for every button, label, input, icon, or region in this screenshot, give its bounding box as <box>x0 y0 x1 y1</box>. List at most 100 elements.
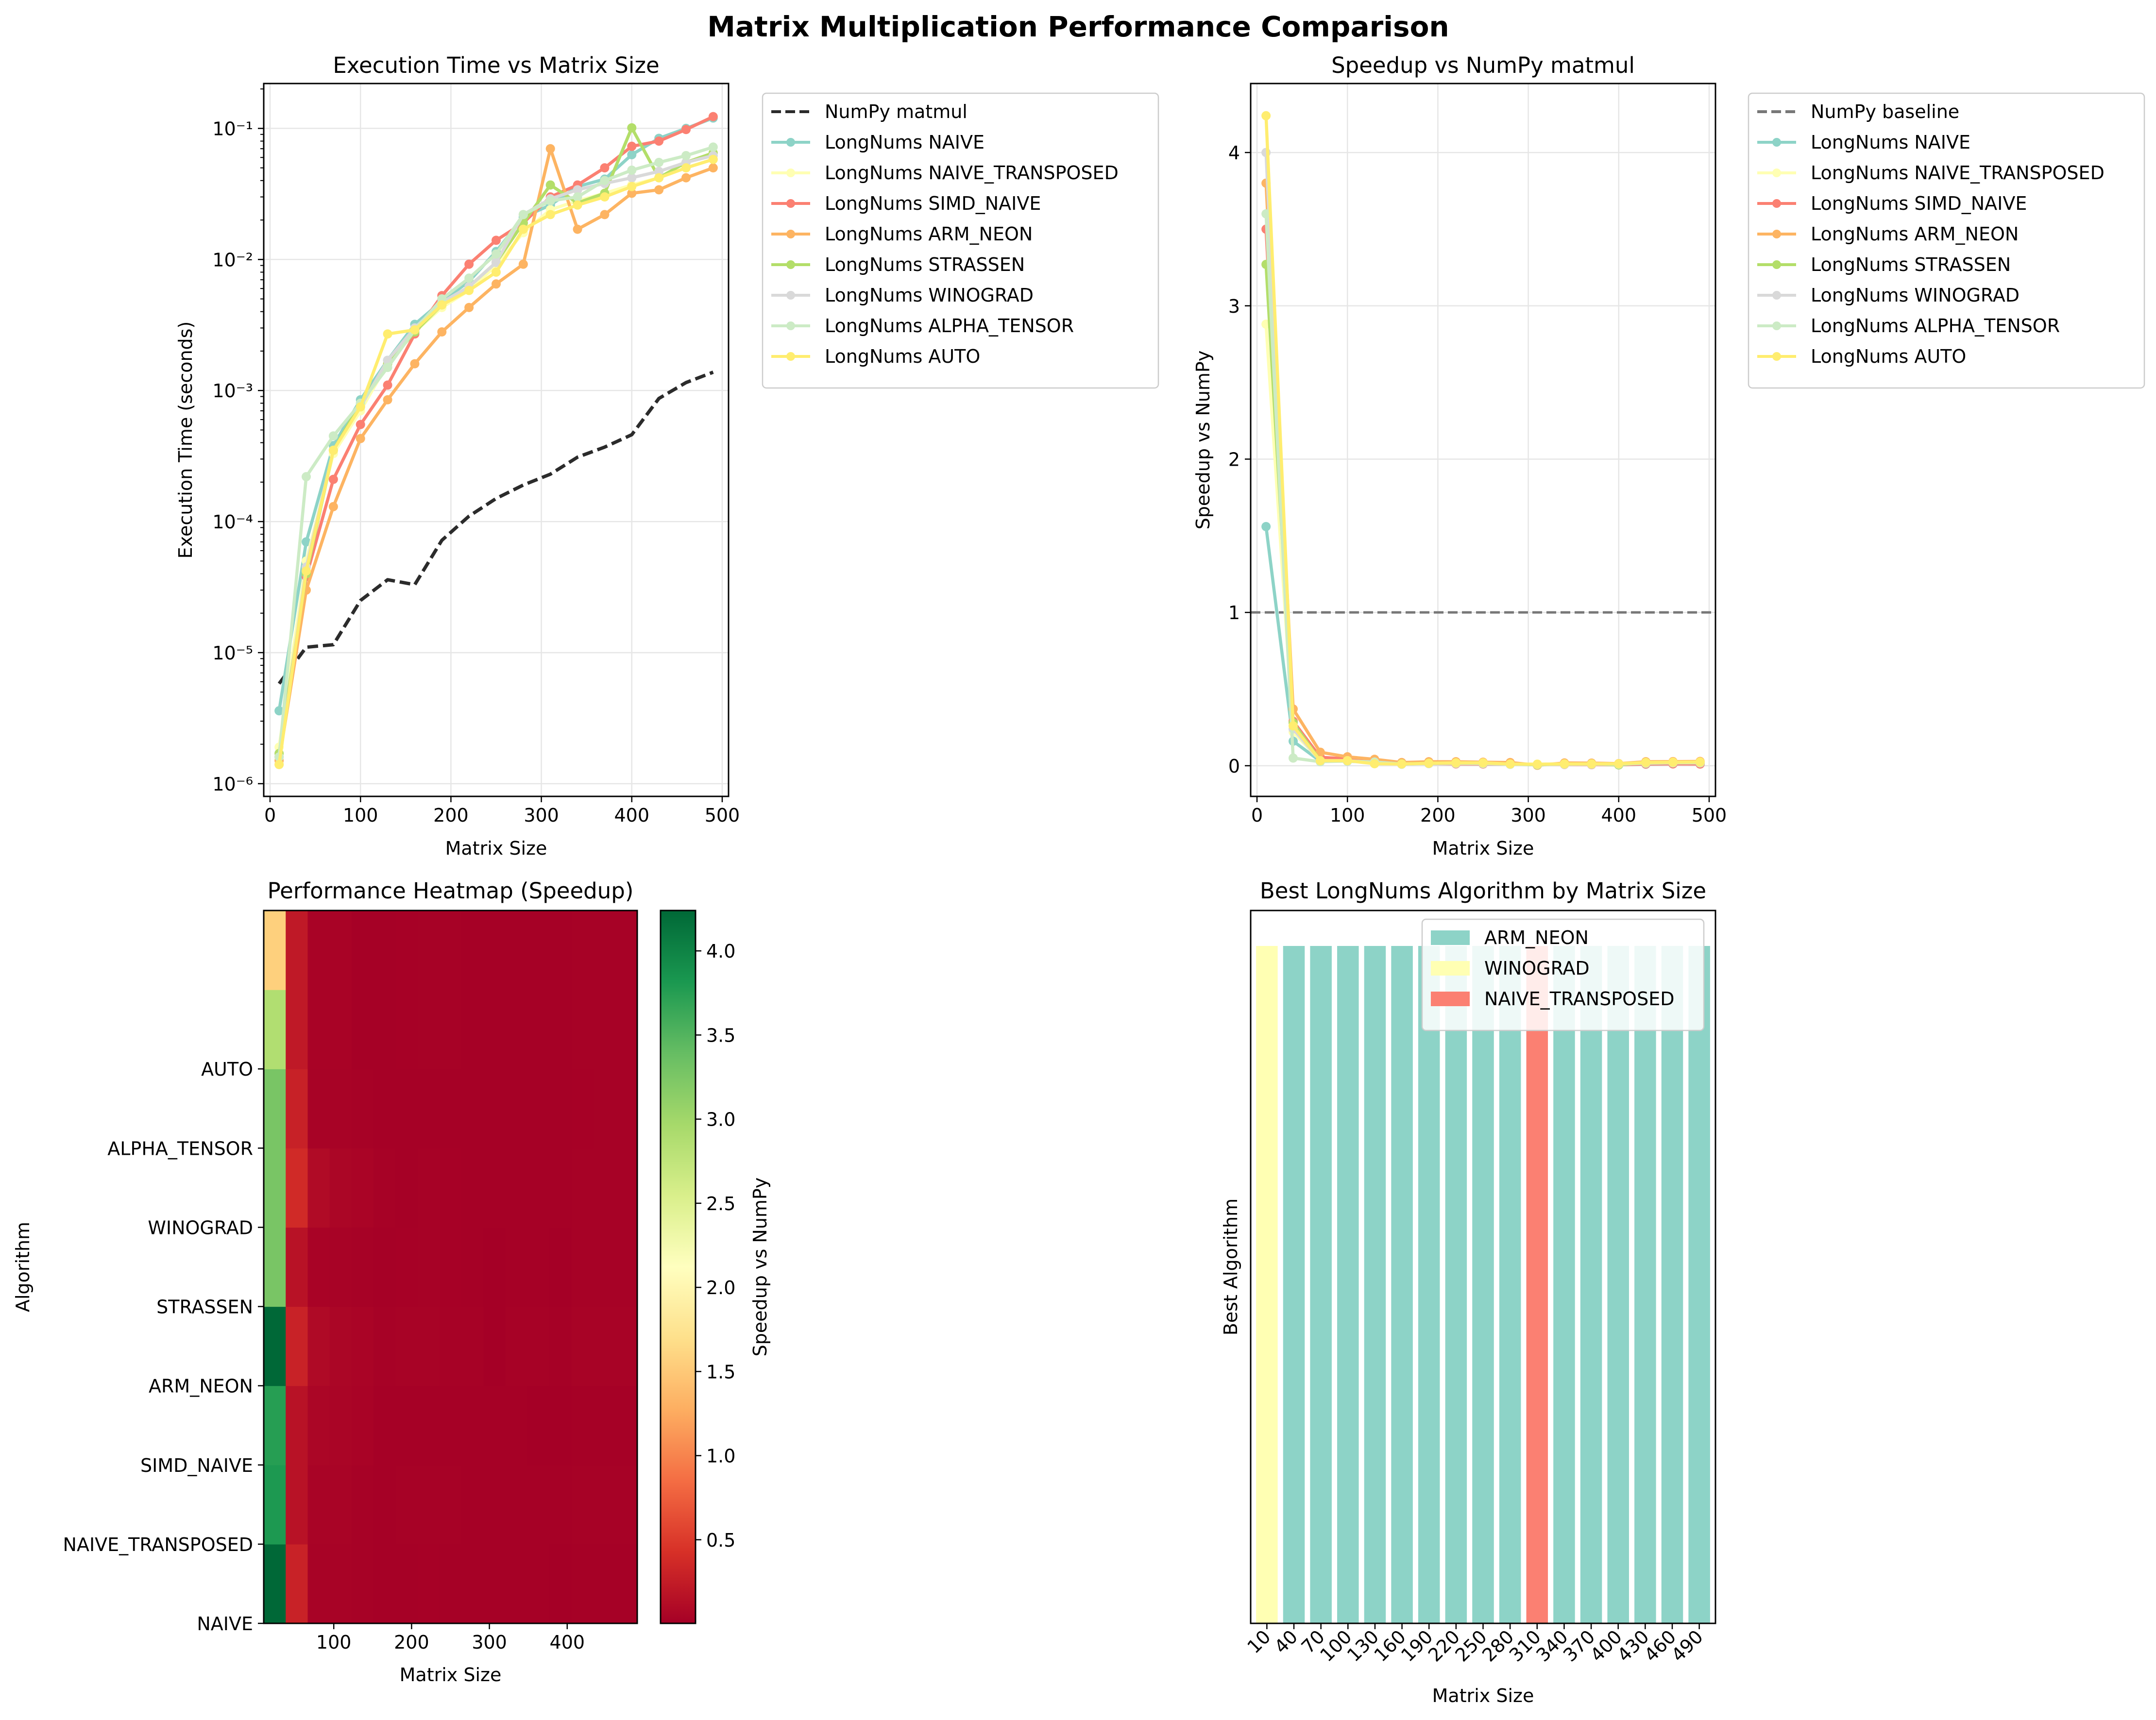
p1-data-point <box>410 325 420 335</box>
p3-heatmap-cell <box>351 1069 374 1148</box>
p1-xtick-label: 100 <box>343 805 378 826</box>
p2-legend-label: LongNums NAIVE <box>1811 132 1970 153</box>
p1-data-point <box>681 173 691 183</box>
p3-heatmap-cell <box>307 990 330 1069</box>
p3-heatmap-cell <box>307 1544 330 1624</box>
p2-data-point <box>1668 758 1678 767</box>
p2-ylabel: Speedup vs NumPy <box>1192 351 1214 530</box>
p3-heatmap-cell <box>373 911 396 990</box>
p3-heatmap-cell <box>483 1069 506 1148</box>
p2-data-point <box>1478 758 1488 768</box>
p1-data-point <box>573 185 582 195</box>
p1-legend-box <box>762 92 1159 389</box>
p2-legend-marker <box>1772 260 1781 269</box>
execution-time-chart: 0 100 200 300 400 500 10⁻⁶ 10⁻⁵ 10⁻⁴ 10⁻³ 10⁻² 10⁻¹… <box>175 52 1159 859</box>
p2-legend-label: NumPy baseline <box>1811 101 1959 122</box>
p3-heatmap-cell <box>307 1148 330 1228</box>
p2-data-point <box>1532 759 1542 769</box>
p1-legend-label: LongNums SIMD_NAIVE <box>825 193 1041 214</box>
p3-heatmap-cell <box>461 1306 484 1386</box>
p3-heatmap-cell <box>527 911 550 990</box>
p3-heatmap-cell <box>483 1306 506 1386</box>
p3-heatmap-cell <box>286 1385 308 1466</box>
p1-legend-marker <box>786 260 795 269</box>
p3-heatmap-cell <box>527 1385 550 1466</box>
p2-legend-label: LongNums STRASSEN <box>1811 254 2011 275</box>
p1-data-point <box>681 151 691 160</box>
p2-data-point <box>1614 759 1624 769</box>
p3-heatmap-cell <box>615 990 638 1069</box>
p2-ytick-label: 3 <box>1228 296 1240 317</box>
p4-bar <box>1310 946 1332 1623</box>
p2-title: Speedup vs NumPy matmul <box>1331 52 1635 78</box>
p2-data-point <box>1261 522 1271 531</box>
p1-data-point <box>356 434 365 443</box>
p3-heatmap-cell <box>264 1465 286 1545</box>
p2-data-point <box>1451 758 1461 768</box>
p1-data-point <box>600 210 610 219</box>
p3-title: Performance Heatmap (Speedup) <box>268 878 634 904</box>
p3-heatmap-cell <box>461 990 484 1069</box>
p2-ytick-label: 1 <box>1228 602 1240 624</box>
p3-ytick-label: SIMD_NAIVE <box>140 1455 253 1476</box>
p3-heatmap-cell <box>373 1069 396 1148</box>
p3-heatmap-cell <box>439 911 462 990</box>
p3-heatmap-cell <box>373 1544 396 1624</box>
p3-heatmap-cell <box>615 1227 638 1307</box>
p3-heatmap-cell <box>264 990 286 1069</box>
p1-data-point <box>600 176 610 185</box>
p3-heatmap-cell <box>286 1148 308 1228</box>
p2-legend-marker <box>1772 199 1781 208</box>
p3-heatmap-cell <box>417 1148 440 1228</box>
p3-heatmap-cell <box>351 1227 374 1307</box>
p1-data-point <box>464 303 474 312</box>
p1-ytick-label: 10⁻¹ <box>212 118 253 139</box>
p3-heatmap-cell <box>395 1306 418 1386</box>
p2-legend-box <box>1748 92 2145 389</box>
p3-heatmap-cell <box>264 1544 286 1624</box>
p4-bar <box>1580 946 1602 1623</box>
p1-data-point <box>437 300 447 310</box>
p4-bar <box>1553 946 1575 1623</box>
p3-heatmap-cell <box>505 1227 528 1307</box>
p3-heatmap-cell <box>527 1069 550 1148</box>
p1-data-point <box>518 259 528 269</box>
p4-bar <box>1634 946 1656 1623</box>
p1-data-point <box>410 359 420 369</box>
p3-heatmap-cell <box>329 1148 352 1228</box>
p3-heatmap-cell <box>264 1306 286 1386</box>
p3-ytick-label: ARM_NEON <box>149 1376 253 1397</box>
p3-heatmap-cell <box>483 1385 506 1466</box>
p2-legend-label: LongNums SIMD_NAIVE <box>1811 193 2027 214</box>
p1-legend-marker <box>786 352 795 361</box>
p1-data-point <box>681 163 691 173</box>
p2-data-point <box>1289 753 1298 763</box>
p2-xtick-label: 300 <box>1511 805 1546 826</box>
p3-heatmap-cell <box>439 1385 462 1466</box>
p3-heatmap-cell <box>264 911 286 990</box>
p3-heatmap-cell <box>286 911 308 990</box>
p2-ytick-label: 4 <box>1228 142 1240 164</box>
p1-xtick-label: 200 <box>433 805 469 826</box>
p3-heatmap-cell <box>593 1069 616 1148</box>
p3-heatmap-cell <box>615 1465 638 1545</box>
p3-ylabel: Algorithm <box>12 1222 34 1312</box>
p3-heatmap-cell <box>439 990 462 1069</box>
p1-data-point <box>274 706 284 716</box>
p3-heatmap-cell <box>439 1227 462 1307</box>
p2-legend-marker <box>1772 321 1781 330</box>
p1-legend-label: LongNums ALPHA_TENSOR <box>825 315 1074 337</box>
p3-heatmap-cell <box>615 1385 638 1466</box>
p4-bar <box>1472 946 1494 1623</box>
p3-heatmap-cell <box>505 1148 528 1228</box>
p3-colorbar-tick-label: 3.5 <box>706 1025 735 1046</box>
p3-heatmap-cell <box>307 1306 330 1386</box>
p4-bar <box>1337 946 1359 1623</box>
p1-data-point <box>654 173 664 183</box>
p1-data-point <box>708 154 718 164</box>
p3-heatmap-cell <box>329 990 352 1069</box>
p3-heatmap-cell <box>417 1069 440 1148</box>
p1-data-point <box>383 395 392 405</box>
p1-data-point <box>464 273 474 283</box>
p1-data-point <box>681 125 691 135</box>
